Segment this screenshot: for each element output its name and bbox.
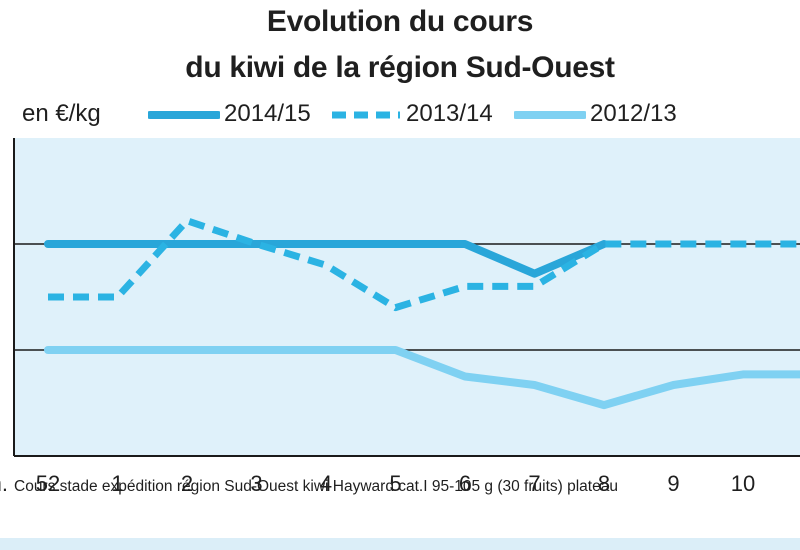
x-tick-label-6: 6 bbox=[459, 471, 471, 496]
plot-background bbox=[14, 138, 800, 456]
x-tick-label-5: 5 bbox=[389, 471, 401, 496]
x-tick-label-4: 4 bbox=[320, 471, 332, 496]
x-tick-label-9: 9 bbox=[667, 471, 679, 496]
x-tick-label-1: 1 bbox=[111, 471, 123, 496]
legend-swatch-2014-15 bbox=[148, 111, 220, 119]
chart-title-line2: du kiwi de la région Sud-Ouest bbox=[185, 51, 615, 84]
chart-footnote: Cours stade expédition région Sud-Ouest … bbox=[14, 478, 618, 495]
legend-swatch-2012-13 bbox=[514, 111, 586, 119]
series-line-2013-14 bbox=[48, 217, 800, 312]
bottom-band bbox=[0, 538, 800, 550]
legend-label-2014-15: 2014/15 bbox=[224, 100, 311, 127]
legend-label-2013-14: 2013/14 bbox=[406, 100, 493, 127]
x-axis-prefix-label: n. bbox=[0, 471, 8, 496]
x-tick-label-3: 3 bbox=[250, 471, 262, 496]
x-tick-label-8: 8 bbox=[598, 471, 610, 496]
legend-label-2012-13: 2012/13 bbox=[590, 100, 677, 127]
y-axis-unit-label: en €/kg bbox=[22, 100, 101, 127]
x-tick-label-2: 2 bbox=[181, 471, 193, 496]
x-tick-label-10: 10 bbox=[731, 471, 755, 496]
x-tick-label-52: 52 bbox=[36, 471, 60, 496]
x-tick-label-7: 7 bbox=[528, 471, 540, 496]
chart-title-line1: Evolution du cours bbox=[266, 5, 534, 38]
series-line-2012-13 bbox=[44, 346, 800, 410]
legend-swatch-2013-14 bbox=[332, 111, 400, 119]
